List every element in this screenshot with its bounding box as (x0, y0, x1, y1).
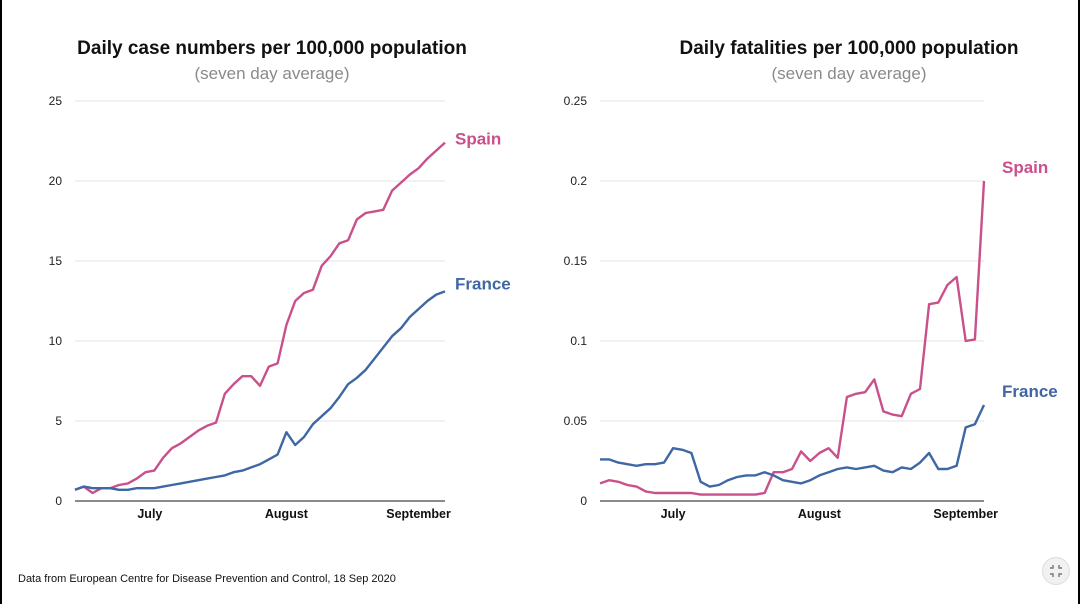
chart-title: Daily case numbers per 100,000 populatio… (77, 38, 467, 59)
x-tick-label: July (137, 507, 162, 521)
y-tick-label: 0.2 (570, 174, 587, 188)
y-tick-label: 25 (49, 94, 63, 108)
chart-title: Daily fatalities per 100,000 population (680, 38, 1019, 59)
y-tick-label: 0.15 (564, 254, 588, 268)
series-label-spain: Spain (455, 130, 501, 149)
x-tick-label: September (933, 507, 998, 521)
series-label-france: France (1002, 382, 1058, 401)
x-tick-label: July (661, 507, 686, 521)
series-label-france: France (455, 274, 511, 293)
chart-subtitle: (seven day average) (772, 64, 927, 83)
fatalities-chart: Daily fatalities per 100,000 population (… (564, 38, 1058, 521)
x-tick-label: August (798, 507, 842, 521)
y-tick-label: 5 (55, 414, 62, 428)
series-line-france (74, 290, 446, 491)
x-tick-label: September (386, 507, 451, 521)
series-label-spain: Spain (1002, 158, 1048, 177)
series-line-spain (599, 180, 986, 496)
y-tick-label: 15 (49, 254, 63, 268)
y-tick-label: 0.1 (570, 334, 587, 348)
series-line-france (600, 404, 986, 488)
y-tick-label: 20 (49, 174, 63, 188)
fit-screen-icon (1050, 565, 1062, 577)
fit-screen-button[interactable] (1042, 557, 1070, 585)
y-tick-label: 10 (49, 334, 63, 348)
y-tick-label: 0 (55, 494, 62, 508)
y-tick-label: 0.05 (564, 414, 588, 428)
x-tick-label: August (265, 507, 309, 521)
series-line-spain (74, 141, 446, 495)
cases-chart: Daily case numbers per 100,000 populatio… (49, 38, 511, 521)
y-tick-label: 0 (580, 494, 587, 508)
source-footnote: Data from European Centre for Disease Pr… (18, 573, 396, 585)
chart-subtitle: (seven day average) (195, 64, 350, 83)
y-tick-label: 0.25 (564, 94, 588, 108)
